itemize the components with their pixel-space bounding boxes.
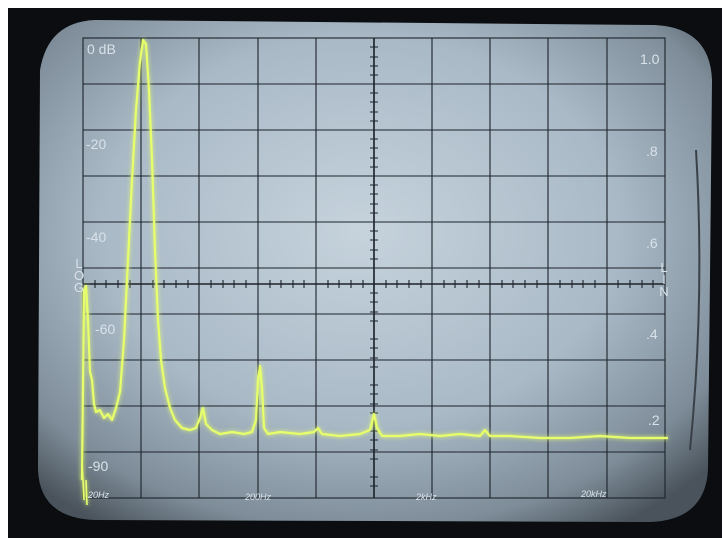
log-label-minus-20: -20: [86, 136, 107, 152]
crt-screen: [38, 20, 712, 522]
lin-scale-label: LIN: [659, 260, 669, 299]
bezel-reflection: [689, 149, 701, 451]
log-scale-label: LOG: [74, 256, 85, 295]
graticule-center-axes: [83, 38, 665, 498]
lin-label-0-8: .8: [646, 143, 658, 159]
freq-label-2khz: 2kHz: [416, 492, 437, 502]
freq-label-20hz: 20Hz: [88, 490, 110, 500]
lin-label-1-0: 1.0: [640, 51, 660, 67]
freq-label-20khz: 20kHz: [581, 489, 607, 499]
trace-left-dots: [81, 459, 88, 506]
photo-top-border: [0, 0, 724, 8]
log-label-0db: 0 dB: [87, 41, 116, 57]
log-label-minus-90: -90: [88, 458, 109, 474]
lin-label-0-4: .4: [646, 326, 658, 342]
graticule-minor-ticks: [94, 46, 654, 487]
log-label-minus-40: -40: [86, 229, 107, 245]
log-label-minus-60: -60: [95, 321, 116, 337]
photo-left-border: [0, 0, 8, 538]
spectrum-trace: [80, 38, 668, 481]
freq-label-200hz: 200Hz: [245, 492, 272, 502]
lin-label-0-6: .6: [646, 235, 658, 251]
lin-label-0-2: .2: [648, 412, 660, 428]
